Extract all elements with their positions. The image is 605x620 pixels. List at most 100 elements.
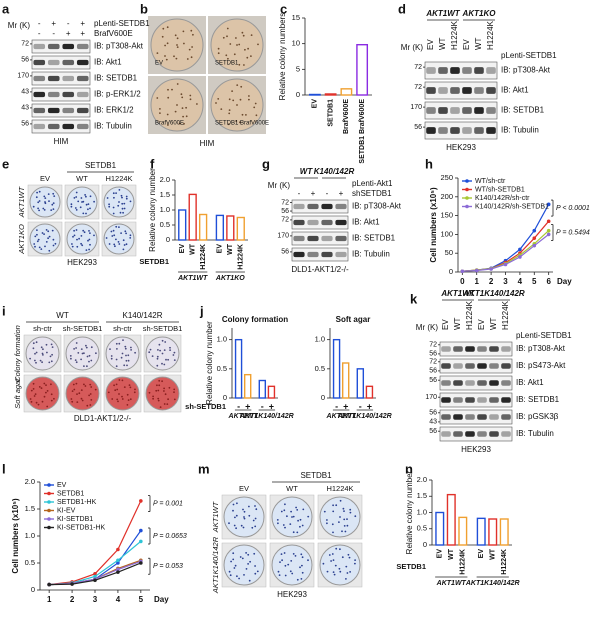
band	[426, 127, 436, 134]
colony	[182, 115, 185, 118]
bar	[446, 493, 456, 546]
colony	[173, 351, 176, 354]
bar	[178, 209, 187, 241]
band	[307, 219, 319, 226]
blot-strip	[31, 71, 91, 86]
band	[47, 75, 60, 82]
colony	[113, 384, 115, 387]
band	[293, 251, 305, 258]
colony	[123, 244, 126, 246]
lane-label: H1224K	[465, 300, 474, 330]
ib-label: IB: p-ERK1/2	[94, 90, 141, 99]
ib-label: IB: Akt1	[94, 58, 122, 67]
legend-marker	[47, 491, 51, 496]
colony	[339, 548, 341, 551]
condition-sign: -	[67, 19, 70, 28]
plate	[319, 544, 361, 586]
colony	[252, 519, 255, 522]
colony	[148, 391, 151, 394]
legend-label: KI-EV	[57, 507, 76, 514]
colony	[51, 353, 53, 356]
colony	[167, 124, 169, 126]
band	[489, 431, 499, 437]
colony	[86, 404, 89, 407]
colony	[73, 234, 76, 237]
colony	[37, 207, 39, 210]
lane-label: H1224K	[450, 20, 459, 50]
colony	[235, 37, 237, 39]
x-tick-label: EV	[217, 244, 224, 254]
colony	[117, 204, 120, 207]
band	[307, 251, 319, 258]
band	[47, 107, 60, 114]
colony	[166, 26, 169, 29]
colony	[125, 243, 128, 246]
y-tick-label: 1.0	[417, 507, 427, 516]
colony	[250, 34, 253, 36]
colony	[345, 578, 347, 580]
colony	[41, 352, 44, 355]
bar	[226, 215, 235, 241]
colony	[220, 108, 223, 110]
construct-label: pLenti-SETDB1	[516, 331, 572, 340]
colony	[130, 346, 132, 349]
colony	[164, 341, 167, 343]
colony	[47, 193, 50, 196]
colony	[292, 553, 295, 555]
y-tick-label: 10	[292, 39, 300, 48]
colony	[151, 355, 154, 357]
colony	[328, 554, 331, 556]
colony	[247, 47, 250, 50]
colony	[301, 524, 304, 527]
group-label: SETDB1	[300, 471, 332, 480]
colony	[232, 558, 235, 561]
colony	[159, 108, 161, 110]
plate	[223, 544, 265, 586]
x-tick-label: 2	[70, 595, 75, 604]
colony	[167, 398, 170, 401]
colony	[343, 510, 345, 512]
lane-label: H1224K	[486, 20, 495, 50]
colony	[44, 197, 47, 200]
colony	[117, 400, 119, 403]
colony	[118, 189, 121, 191]
colony	[88, 360, 90, 363]
colony	[76, 401, 79, 403]
colony	[30, 389, 33, 392]
panel-letter: e	[2, 156, 9, 171]
band	[76, 43, 89, 50]
band	[453, 363, 463, 369]
band	[474, 107, 484, 114]
colony	[254, 505, 256, 507]
y-tick-label: 2.0	[25, 477, 35, 486]
blot-strip	[424, 121, 498, 140]
band	[453, 380, 463, 386]
colony	[32, 347, 35, 350]
band	[486, 87, 496, 94]
colony	[332, 510, 335, 513]
colony	[192, 33, 194, 36]
column-label: H1224K	[105, 174, 132, 183]
colony	[307, 515, 310, 518]
colony	[83, 383, 85, 386]
colony	[295, 506, 297, 509]
condition-name: shSETDB1	[352, 189, 392, 198]
colony	[34, 235, 37, 238]
colony	[255, 114, 258, 117]
band	[33, 43, 46, 50]
colony	[41, 400, 44, 403]
cell-line-caption: HEK293	[67, 258, 97, 267]
colony	[36, 240, 39, 243]
row-label: AKT1K140/142R	[211, 536, 220, 594]
x-tick-label: 4	[116, 595, 121, 604]
mw-marker: 56	[21, 57, 29, 64]
colony	[45, 384, 47, 386]
condition-sign: +	[66, 29, 71, 38]
ib-label: IB: Tubulin	[501, 126, 539, 135]
cell-line-caption: DLD1-AKT1/2-/-	[74, 414, 132, 423]
colony	[347, 553, 350, 556]
lane-label: WT	[438, 37, 447, 50]
colony	[133, 391, 136, 394]
colony	[159, 406, 162, 408]
colony	[81, 399, 84, 402]
